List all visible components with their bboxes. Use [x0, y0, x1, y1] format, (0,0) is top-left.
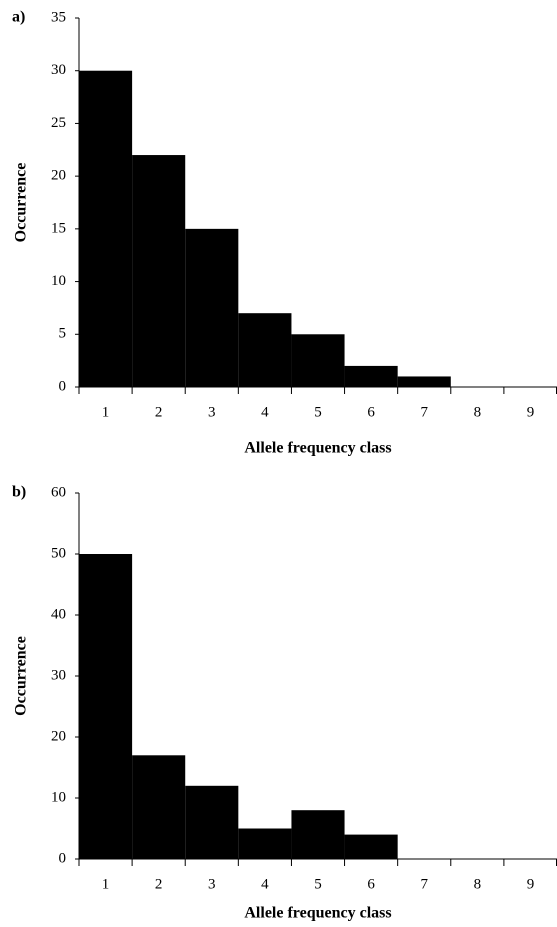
x-tick-label: 2 [155, 876, 163, 892]
x-tick-label: 3 [208, 876, 216, 892]
x-tick-label: 7 [420, 876, 428, 892]
x-axis-label: Allele frequency class [244, 905, 391, 922]
x-tick-label: 1 [102, 876, 110, 892]
y-tick-label: 25 [51, 115, 66, 131]
bar [132, 155, 186, 387]
y-tick-label: 35 [51, 9, 66, 25]
bar [238, 313, 292, 387]
y-tick-label: 60 [51, 484, 66, 500]
x-tick-label: 7 [420, 404, 428, 420]
panel-label: a) [12, 9, 25, 26]
x-tick-label: 5 [314, 404, 322, 420]
panel-label: b) [12, 484, 26, 501]
y-tick-label: 5 [59, 326, 67, 342]
x-tick-label: 4 [261, 876, 269, 892]
bar [397, 376, 451, 387]
y-tick-label: 0 [59, 378, 67, 394]
y-axis-label: Occurrence [13, 636, 30, 716]
x-tick-label: 3 [208, 404, 216, 420]
y-tick-label: 10 [51, 789, 66, 805]
bar [185, 785, 239, 859]
x-tick-label: 4 [261, 404, 269, 420]
x-tick-label: 8 [474, 404, 482, 420]
y-tick-label: 0 [59, 850, 67, 866]
bar [344, 834, 398, 859]
x-tick-label: 9 [527, 876, 535, 892]
y-tick-label: 20 [51, 728, 66, 744]
x-tick-label: 6 [367, 876, 375, 892]
y-tick-label: 50 [51, 545, 66, 561]
y-tick-label: 30 [51, 62, 66, 78]
x-tick-label: 2 [155, 404, 163, 420]
bar [185, 228, 239, 387]
bar [291, 334, 345, 387]
x-tick-label: 8 [474, 876, 482, 892]
bar [238, 828, 292, 859]
x-tick-label: 6 [367, 404, 375, 420]
x-tick-label: 9 [527, 404, 535, 420]
y-axis-label: Occurrence [13, 163, 30, 243]
bar [291, 810, 345, 859]
y-tick-label: 30 [51, 667, 66, 683]
bar [79, 70, 133, 387]
y-tick-label: 40 [51, 606, 66, 622]
x-axis-label: Allele frequency class [244, 440, 391, 457]
y-tick-label: 20 [51, 168, 66, 184]
x-tick-label: 5 [314, 876, 322, 892]
y-tick-label: 10 [51, 273, 66, 289]
y-tick-label: 15 [51, 220, 66, 236]
bar [132, 755, 186, 859]
bar [344, 365, 398, 387]
x-tick-label: 1 [102, 404, 110, 420]
bar [79, 554, 133, 859]
